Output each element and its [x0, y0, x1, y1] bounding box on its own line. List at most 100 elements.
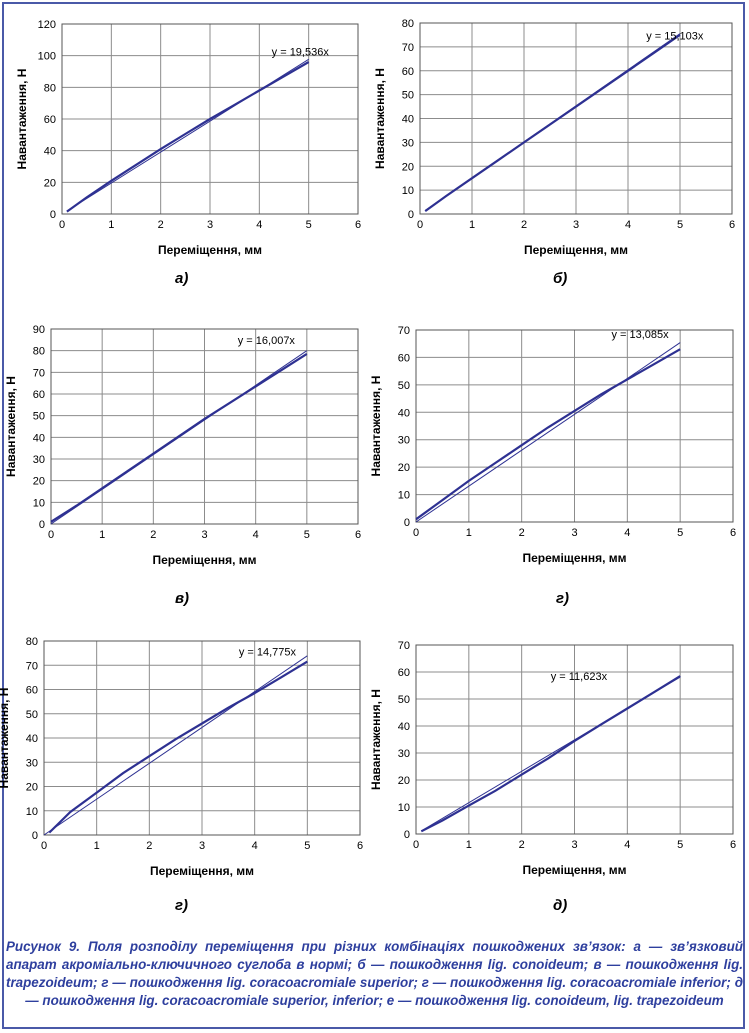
y-tick-label: 120 [38, 19, 56, 31]
trend-equation-label: y = 16,007x [238, 335, 296, 347]
y-tick-label: 60 [44, 114, 56, 126]
x-axis-label: Переміщення, мм [522, 863, 626, 877]
y-axis-label: Навантаження, Н [15, 69, 29, 170]
x-tick-label: 2 [519, 527, 525, 539]
x-tick-label: 4 [624, 839, 630, 851]
y-tick-label: 30 [402, 137, 414, 149]
x-tick-label: 4 [253, 529, 259, 541]
x-tick-label: 1 [108, 219, 114, 231]
data-series-line [66, 61, 310, 213]
y-tick-label: 0 [32, 830, 38, 842]
y-axis-label: Навантаження, Н [369, 376, 383, 477]
trend-equation-label: y = 11,623x [551, 671, 608, 683]
plot-area [61, 23, 359, 215]
plot-area [43, 640, 361, 836]
panel-label: г) [556, 590, 570, 607]
x-tick-label: 2 [519, 839, 525, 851]
y-tick-label: 0 [404, 517, 410, 529]
x-tick-label: 0 [59, 219, 65, 231]
x-tick-label: 4 [625, 219, 631, 231]
plot-area [415, 329, 734, 523]
y-tick-label: 50 [398, 694, 410, 706]
y-tick-label: 70 [33, 367, 45, 379]
x-tick-label: 5 [306, 219, 312, 231]
y-axis-label: Навантаження, Н [4, 376, 18, 477]
x-tick-label: 3 [571, 839, 577, 851]
panel-label: в) [175, 590, 190, 607]
y-tick-label: 40 [26, 733, 38, 745]
panel-label: б) [553, 270, 568, 287]
x-tick-label: 5 [677, 839, 683, 851]
x-tick-label: 5 [304, 840, 310, 852]
y-tick-label: 60 [402, 66, 414, 78]
data-series-line [50, 352, 308, 523]
y-tick-label: 10 [398, 802, 410, 814]
y-tick-label: 0 [408, 209, 414, 221]
x-tick-label: 4 [252, 840, 258, 852]
x-tick-label: 3 [573, 219, 579, 231]
y-tick-label: 80 [44, 82, 56, 94]
trend-equation-label: y = 14,775x [239, 647, 297, 659]
x-tick-label: 4 [624, 527, 630, 539]
y-tick-label: 20 [402, 161, 414, 173]
y-tick-label: 80 [26, 636, 38, 648]
y-tick-label: 30 [398, 748, 410, 760]
x-tick-label: 6 [355, 529, 361, 541]
y-tick-label: 50 [33, 411, 45, 423]
data-series-line [48, 660, 308, 834]
x-tick-label: 0 [48, 529, 54, 541]
y-tick-label: 70 [398, 640, 410, 652]
y-tick-label: 70 [402, 42, 414, 54]
y-tick-label: 60 [398, 667, 410, 679]
x-tick-label: 0 [417, 219, 423, 231]
y-tick-label: 20 [26, 782, 38, 794]
x-tick-label: 1 [94, 840, 100, 852]
y-tick-label: 50 [402, 90, 414, 102]
y-axis-label: Навантаження, Н [369, 689, 383, 790]
y-tick-label: 20 [398, 775, 410, 787]
figure-caption: Рисунок 9. Поля розподілу переміщення пр… [6, 939, 743, 1008]
y-tick-label: 70 [398, 325, 410, 337]
y-tick-label: 0 [39, 519, 45, 531]
y-tick-label: 20 [398, 462, 410, 474]
panel-label: д) [553, 897, 568, 914]
trend-line [421, 676, 681, 832]
plot-area [419, 22, 733, 215]
y-tick-label: 40 [44, 146, 56, 158]
x-tick-label: 1 [99, 529, 105, 541]
y-tick-label: 50 [26, 709, 38, 721]
x-axis-label: Переміщення, мм [150, 864, 254, 878]
x-tick-label: 1 [466, 527, 472, 539]
x-axis-label: Переміщення, мм [524, 243, 628, 257]
y-tick-label: 80 [33, 346, 45, 358]
y-tick-label: 40 [402, 114, 414, 126]
plot-area [415, 644, 734, 835]
x-tick-label: 2 [521, 219, 527, 231]
x-tick-label: 6 [357, 840, 363, 852]
x-tick-label: 3 [199, 840, 205, 852]
y-tick-label: 10 [402, 185, 414, 197]
x-tick-label: 3 [571, 527, 577, 539]
y-tick-label: 50 [398, 380, 410, 392]
trend-line [415, 342, 681, 523]
x-tick-label: 3 [207, 219, 213, 231]
trend-line [66, 58, 309, 212]
x-tick-label: 6 [729, 219, 735, 231]
x-tick-label: 2 [158, 219, 164, 231]
trend-equation-label: y = 19,536x [272, 47, 330, 59]
x-tick-label: 0 [413, 527, 419, 539]
x-tick-label: 6 [730, 839, 736, 851]
trend-line [424, 33, 681, 211]
y-tick-label: 40 [33, 432, 45, 444]
y-tick-label: 30 [26, 757, 38, 769]
y-tick-label: 20 [33, 476, 45, 488]
y-tick-label: 0 [404, 829, 410, 841]
x-tick-label: 0 [41, 840, 47, 852]
y-tick-label: 0 [50, 209, 56, 221]
x-axis-label: Переміщення, мм [522, 551, 626, 565]
y-tick-label: 60 [26, 685, 38, 697]
y-tick-label: 10 [398, 490, 410, 502]
y-axis-label: Навантаження, Н [0, 688, 11, 789]
x-tick-label: 3 [201, 529, 207, 541]
